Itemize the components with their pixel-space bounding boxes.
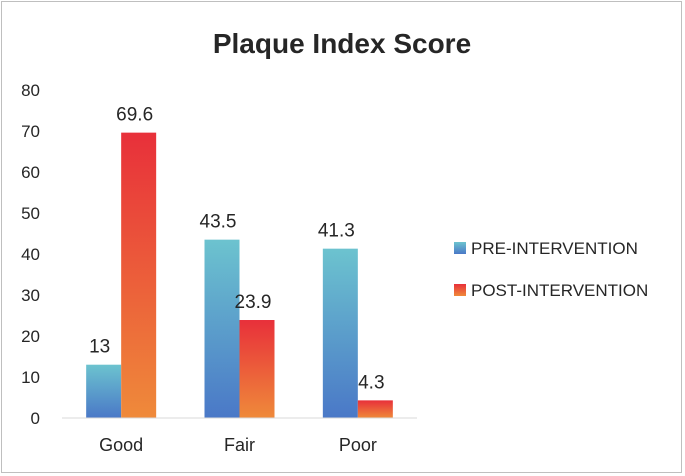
legend-label: POST-INTERVENTION	[471, 281, 648, 300]
data-label: 69.6	[116, 105, 153, 126]
data-label: 23.9	[235, 292, 272, 313]
legend-label: PRE-INTERVENTION	[471, 239, 638, 258]
chart-title: Plaque Index Score	[213, 28, 471, 59]
y-tick-label: 40	[21, 245, 40, 264]
y-tick-label: 10	[21, 368, 40, 387]
y-tick-label: 50	[21, 204, 40, 223]
pre-intervention-bar	[322, 248, 358, 418]
data-label: 41.3	[318, 221, 355, 242]
y-tick-label: 80	[21, 81, 40, 100]
y-tick-label: 70	[21, 122, 40, 141]
x-axis: Good Fair Poor	[62, 417, 417, 455]
post-intervention-bar	[357, 400, 393, 418]
data-label: 4.3	[358, 372, 384, 393]
data-labels-group: 13 69.6 43.5 23.9 41.3 4.3	[89, 105, 384, 394]
pre-intervention-bar	[204, 239, 240, 418]
y-axis: 0 10 20 30 40 50 60 70 80	[21, 81, 40, 428]
y-tick-label: 20	[21, 327, 40, 346]
legend-swatch	[454, 284, 466, 296]
y-tick-label: 60	[21, 163, 40, 182]
x-category-label: Good	[99, 435, 143, 455]
x-category-label: Fair	[224, 435, 255, 455]
legend-swatch	[454, 242, 466, 254]
post-intervention-bar	[239, 320, 275, 418]
y-tick-label: 0	[31, 409, 40, 428]
x-category-label: Poor	[339, 435, 377, 455]
data-label: 43.5	[200, 212, 237, 233]
post-intervention-bar	[121, 132, 157, 418]
bars-group	[86, 132, 393, 418]
legend: PRE-INTERVENTION POST-INTERVENTION	[454, 239, 648, 300]
pre-intervention-bar	[86, 364, 122, 418]
y-tick-label: 30	[21, 286, 40, 305]
data-label: 13	[89, 337, 110, 358]
